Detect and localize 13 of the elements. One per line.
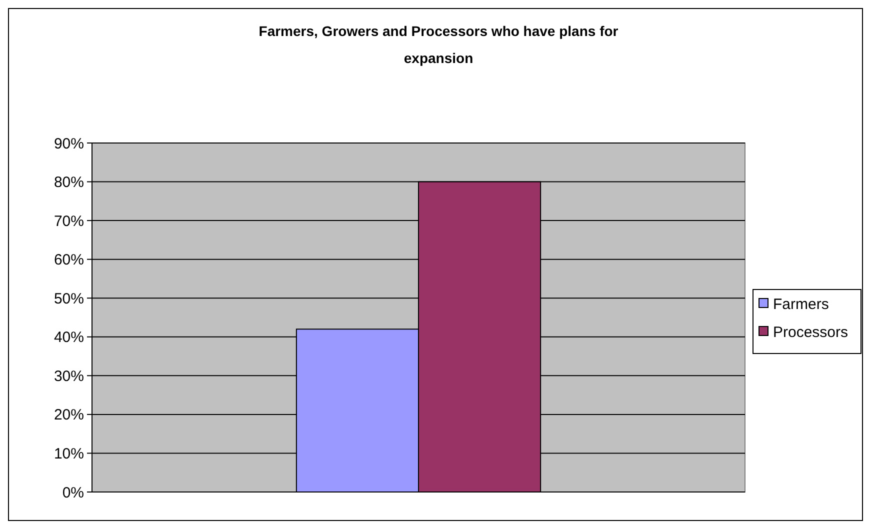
- y-tick-label: 70%: [54, 212, 84, 230]
- y-tick-label: 10%: [54, 445, 84, 462]
- y-tick-label: 20%: [54, 406, 84, 424]
- y-tick-label: 90%: [54, 135, 84, 152]
- legend-label: Processors: [773, 324, 848, 341]
- y-tick-label: 60%: [54, 252, 84, 269]
- y-tick-label: 50%: [54, 290, 84, 308]
- y-tick-label: 0%: [62, 484, 84, 502]
- y-tick-label: 30%: [54, 368, 84, 385]
- chart-title: Farmers, Growers and Processors who have plans for expansion: [258, 23, 619, 66]
- legend-label: Farmers: [773, 296, 829, 313]
- y-tick-label: 40%: [54, 329, 84, 346]
- y-tick-label: 80%: [54, 174, 84, 192]
